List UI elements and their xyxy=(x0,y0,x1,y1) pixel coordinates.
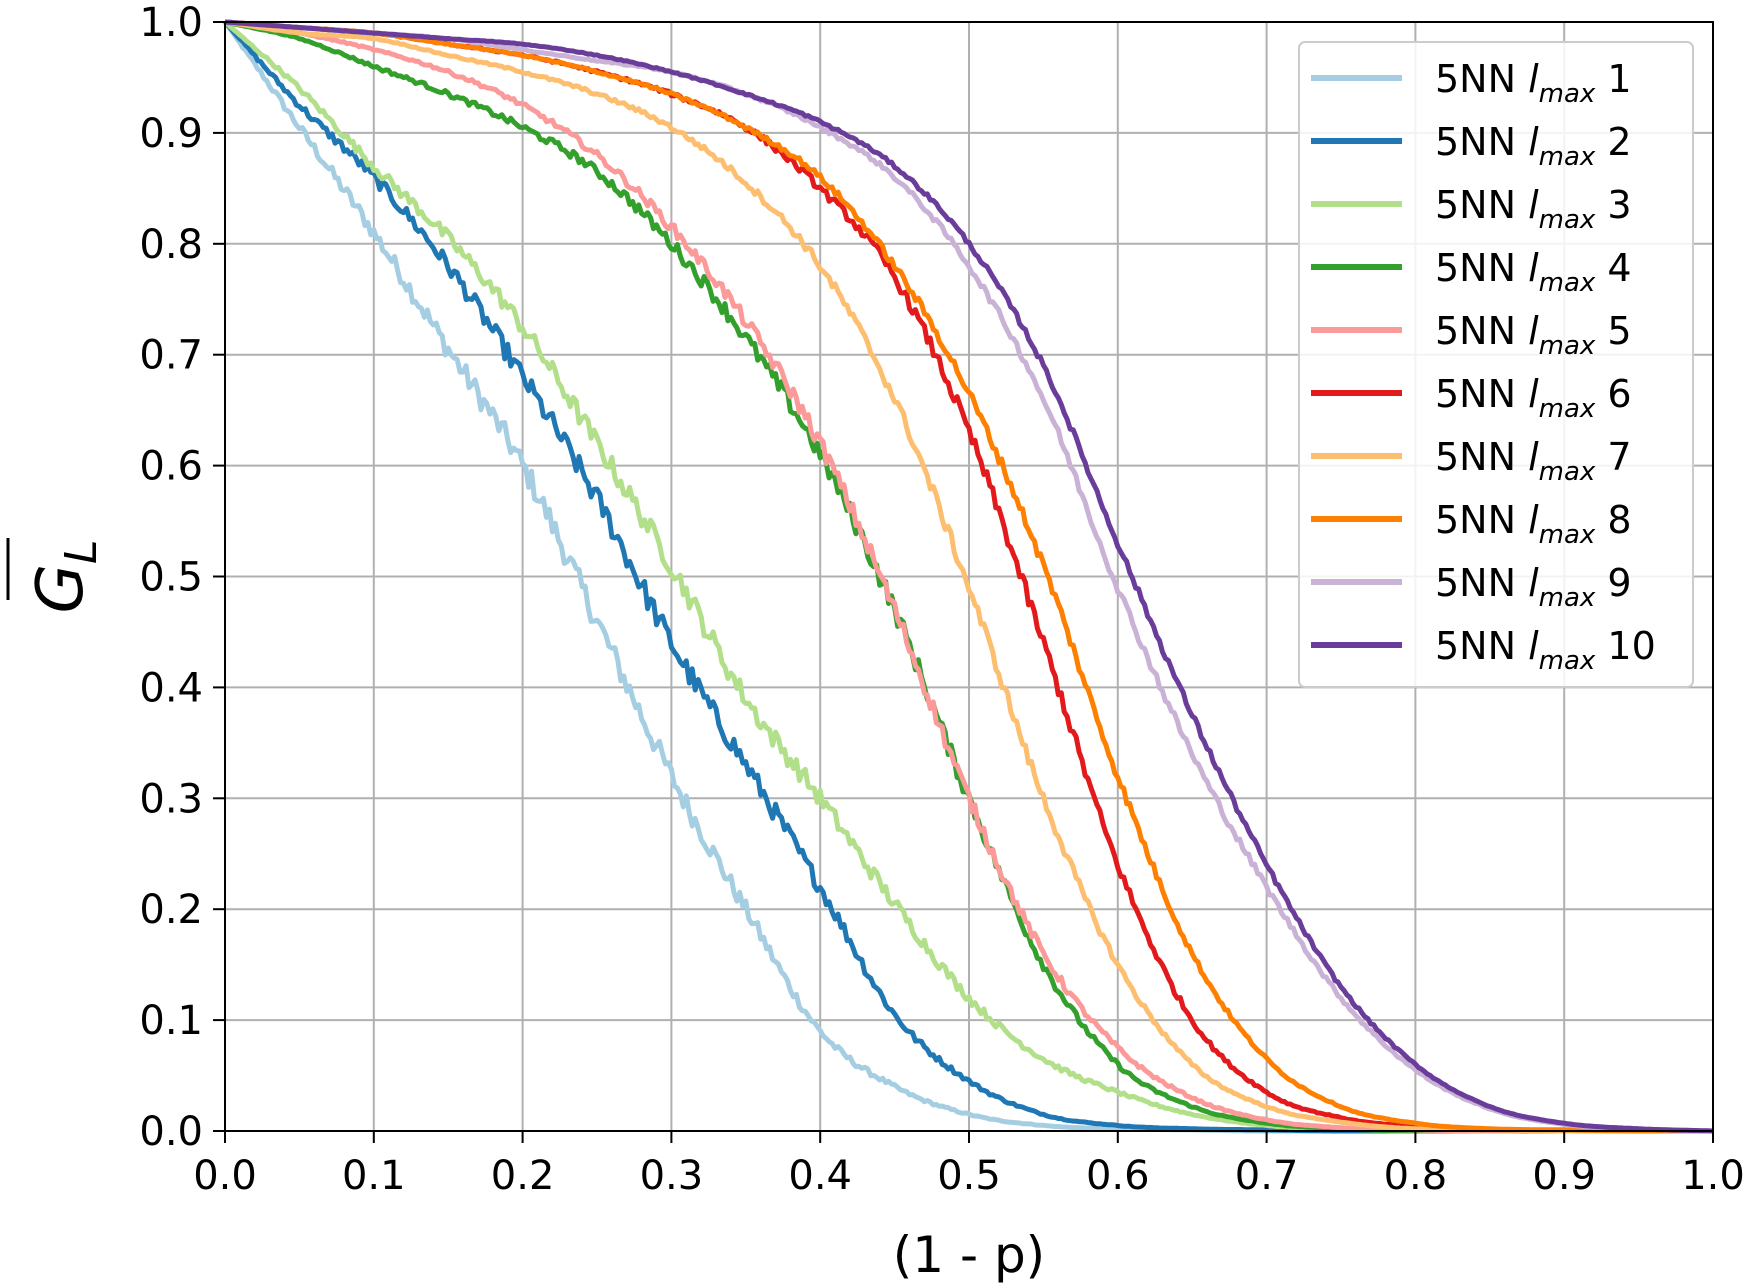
legend-label-1: 5NN lmax 1 xyxy=(1435,57,1632,109)
legend-label-2: 5NN lmax 2 xyxy=(1435,120,1632,172)
y-tick-label: 0.0 xyxy=(139,1109,203,1155)
series-line-8 xyxy=(224,19,1713,1134)
y-tick-label: 0.7 xyxy=(139,333,203,379)
x-tick-label: 0.3 xyxy=(640,1153,704,1199)
y-tick-label: 1.0 xyxy=(139,0,203,46)
x-tick-label: 0.8 xyxy=(1384,1153,1448,1199)
x-tick-label: 0.1 xyxy=(342,1153,406,1199)
y-tick-label: 0.1 xyxy=(139,998,203,1044)
y-tick-label: 0.2 xyxy=(139,887,203,933)
legend-label-5: 5NN lmax 5 xyxy=(1435,309,1632,361)
x-tick-label: 0.9 xyxy=(1532,1153,1596,1199)
y-axis-label-text: GL xyxy=(24,539,107,613)
legend-label-8: 5NN lmax 8 xyxy=(1435,498,1632,550)
y-axis-label: GL xyxy=(6,538,107,614)
y-tick-label: 0.6 xyxy=(139,444,203,490)
x-tick-label: 1.0 xyxy=(1681,1153,1745,1199)
y-tick-label: 0.3 xyxy=(139,776,203,822)
y-tick-label: 0.5 xyxy=(139,555,203,601)
y-tick-label: 0.9 xyxy=(139,111,203,157)
y-tick-label: 0.4 xyxy=(139,665,203,711)
x-axis-label: (1 - p) xyxy=(893,1226,1045,1284)
legend-label-6: 5NN lmax 6 xyxy=(1435,372,1632,424)
legend-label-3: 5NN lmax 3 xyxy=(1435,183,1632,235)
legend-label-4: 5NN lmax 4 xyxy=(1435,246,1632,298)
x-tick-label: 0.6 xyxy=(1086,1153,1150,1199)
tick-labels: 0.0 0.1 0.2 0.3 0.4 0.5 0.6 0.7 0.8 0.9 1.0 0.0 0.1 0… xyxy=(139,0,1744,1199)
series-line-10 xyxy=(224,19,1714,1134)
axis-ticks xyxy=(213,21,1714,1143)
x-tick-label: 0.4 xyxy=(788,1153,852,1199)
x-tick-label: 0.5 xyxy=(937,1153,1001,1199)
legend-label-7: 5NN lmax 7 xyxy=(1435,435,1632,487)
y-tick-label: 0.8 xyxy=(139,222,203,268)
x-tick-label: 0.2 xyxy=(491,1153,555,1199)
x-tick-label: 0.7 xyxy=(1235,1153,1299,1199)
legend-label-10: 5NN lmax 10 xyxy=(1435,624,1656,676)
x-tick-label: 0.0 xyxy=(193,1153,257,1199)
legend: 5NN lmax 1 5NN lmax 2 5NN lmax 3 5NN lmax 4… xyxy=(1298,41,1694,688)
legend-label-9: 5NN lmax 9 xyxy=(1435,561,1632,613)
